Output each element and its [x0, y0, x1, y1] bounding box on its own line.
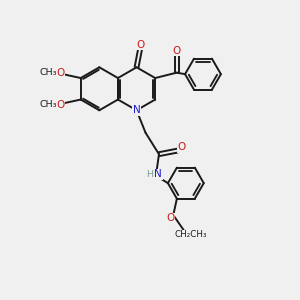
Text: H: H [146, 170, 153, 179]
Text: O: O [172, 46, 181, 56]
Text: CH₃: CH₃ [39, 100, 57, 109]
Text: N: N [154, 169, 162, 179]
Text: O: O [56, 68, 64, 78]
Text: O: O [178, 142, 186, 152]
Text: CH₂CH₃: CH₂CH₃ [175, 230, 208, 239]
Text: O: O [166, 213, 174, 223]
Text: CH₃: CH₃ [39, 68, 57, 77]
Text: O: O [56, 100, 64, 110]
Text: O: O [136, 40, 144, 50]
Text: N: N [133, 105, 140, 115]
